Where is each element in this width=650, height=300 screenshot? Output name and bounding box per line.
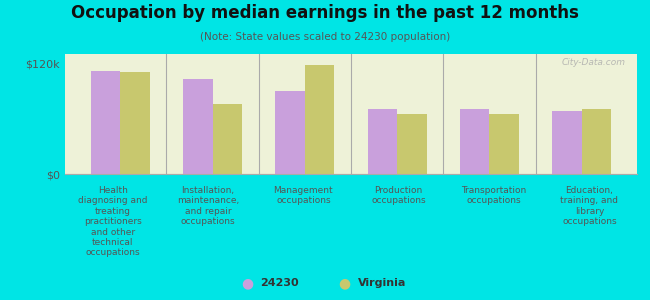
Bar bbox=[489, 114, 519, 174]
Text: Management
occupations: Management occupations bbox=[274, 186, 333, 206]
Bar bbox=[120, 73, 150, 174]
Bar bbox=[276, 91, 305, 174]
Bar bbox=[552, 111, 582, 174]
Text: 24230: 24230 bbox=[260, 278, 298, 289]
Bar bbox=[460, 110, 489, 174]
Text: City-Data.com: City-Data.com bbox=[562, 58, 625, 67]
Text: Installation,
maintenance,
and repair
occupations: Installation, maintenance, and repair oc… bbox=[177, 186, 239, 226]
Bar bbox=[368, 110, 397, 174]
Bar bbox=[397, 114, 426, 174]
Bar bbox=[213, 104, 242, 174]
Text: ●: ● bbox=[339, 277, 350, 290]
Bar bbox=[305, 65, 334, 174]
Text: Transportation
occupations: Transportation occupations bbox=[462, 186, 526, 206]
Text: Education,
training, and
library
occupations: Education, training, and library occupat… bbox=[560, 186, 618, 226]
Bar bbox=[183, 79, 213, 174]
Text: Production
occupations: Production occupations bbox=[371, 186, 426, 206]
Bar bbox=[582, 110, 611, 174]
Bar bbox=[91, 70, 120, 174]
Text: ●: ● bbox=[241, 277, 253, 290]
Text: Health
diagnosing and
treating
practitioners
and other
technical
occupations: Health diagnosing and treating practitio… bbox=[78, 186, 148, 257]
Text: Virginia: Virginia bbox=[358, 278, 406, 289]
Text: (Note: State values scaled to 24230 population): (Note: State values scaled to 24230 popu… bbox=[200, 32, 450, 41]
Text: Occupation by median earnings in the past 12 months: Occupation by median earnings in the pas… bbox=[71, 4, 579, 22]
